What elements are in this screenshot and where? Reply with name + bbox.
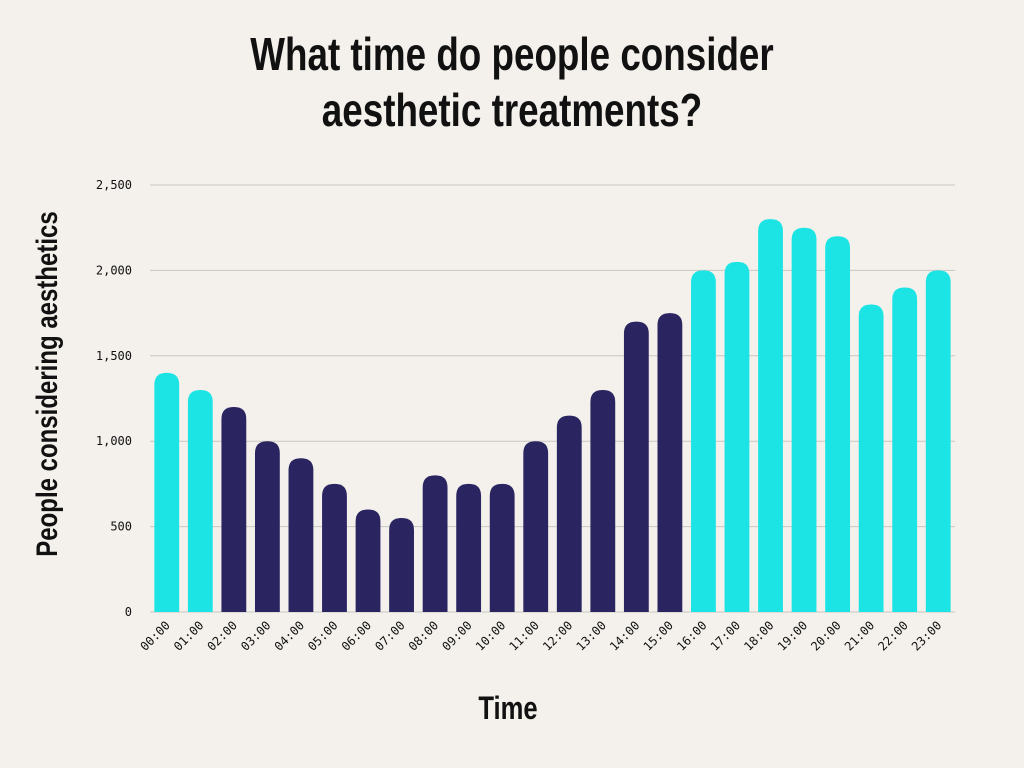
bar-0400 xyxy=(288,458,314,612)
x-axis-label: Time xyxy=(478,690,538,726)
y-tick-label: 1,500 xyxy=(96,349,132,363)
x-tick-label: 04:00 xyxy=(272,618,307,653)
y-tick-label: 2,500 xyxy=(96,178,132,192)
bar-2300 xyxy=(925,270,951,612)
chart-title-line-1: What time do people consider xyxy=(250,28,774,80)
bar-0800 xyxy=(422,475,448,612)
x-tick-label: 06:00 xyxy=(339,618,374,653)
bar-0600 xyxy=(355,509,381,612)
x-tick-label: 20:00 xyxy=(808,618,843,653)
x-tick-label: 18:00 xyxy=(741,618,776,653)
x-tick-label: 23:00 xyxy=(909,618,944,653)
bar-1900 xyxy=(791,227,817,612)
x-tick-label: 02:00 xyxy=(205,618,240,653)
bar-2100 xyxy=(858,304,884,612)
bar-0200 xyxy=(221,407,247,612)
x-tick-label: 07:00 xyxy=(372,618,407,653)
x-tick-label: 00:00 xyxy=(137,618,172,653)
bar-1200 xyxy=(556,415,582,612)
x-tick-label: 22:00 xyxy=(875,618,910,653)
x-tick-label: 05:00 xyxy=(305,618,340,653)
x-tick-label: 13:00 xyxy=(573,618,608,653)
x-tick-label: 11:00 xyxy=(506,618,541,653)
bar-1500 xyxy=(657,313,683,612)
bar-1100 xyxy=(523,441,549,612)
x-tick-label: 09:00 xyxy=(439,618,474,653)
x-tick-label: 08:00 xyxy=(406,618,441,653)
bar-0000 xyxy=(154,372,180,612)
bar-1300 xyxy=(590,389,616,612)
bar-0500 xyxy=(322,483,347,612)
bar-1000 xyxy=(489,483,515,612)
x-tick-label: 19:00 xyxy=(775,618,810,653)
bar-1600 xyxy=(691,270,716,612)
x-tick-label: 14:00 xyxy=(607,618,642,653)
x-tick-label: 01:00 xyxy=(171,618,206,653)
bar-1400 xyxy=(623,321,649,612)
bar-2000 xyxy=(825,236,851,613)
bar-0100 xyxy=(187,389,213,612)
y-tick-label: 1,000 xyxy=(96,434,132,448)
y-tick-label: 0 xyxy=(125,605,132,619)
bar-1800 xyxy=(758,219,783,612)
bar-0700 xyxy=(389,518,414,612)
chart-title-line-2: aesthetic treatments? xyxy=(321,84,703,136)
x-tick-label: 12:00 xyxy=(540,618,575,653)
x-tick-label: 16:00 xyxy=(674,618,709,653)
y-tick-label: 2,000 xyxy=(96,263,132,277)
x-tick-label: 10:00 xyxy=(473,618,508,653)
y-tick-label: 500 xyxy=(110,520,132,534)
bar-1700 xyxy=(724,261,750,612)
chart-title: What time do people consider aesthetic t… xyxy=(102,26,921,138)
bar-0300 xyxy=(254,441,280,612)
bar-2200 xyxy=(892,287,918,612)
x-tick-label: 17:00 xyxy=(708,618,743,653)
bar-0900 xyxy=(456,483,482,612)
x-tick-label: 15:00 xyxy=(641,618,676,653)
x-tick-label: 03:00 xyxy=(238,618,273,653)
x-tick-label: 21:00 xyxy=(842,618,877,653)
